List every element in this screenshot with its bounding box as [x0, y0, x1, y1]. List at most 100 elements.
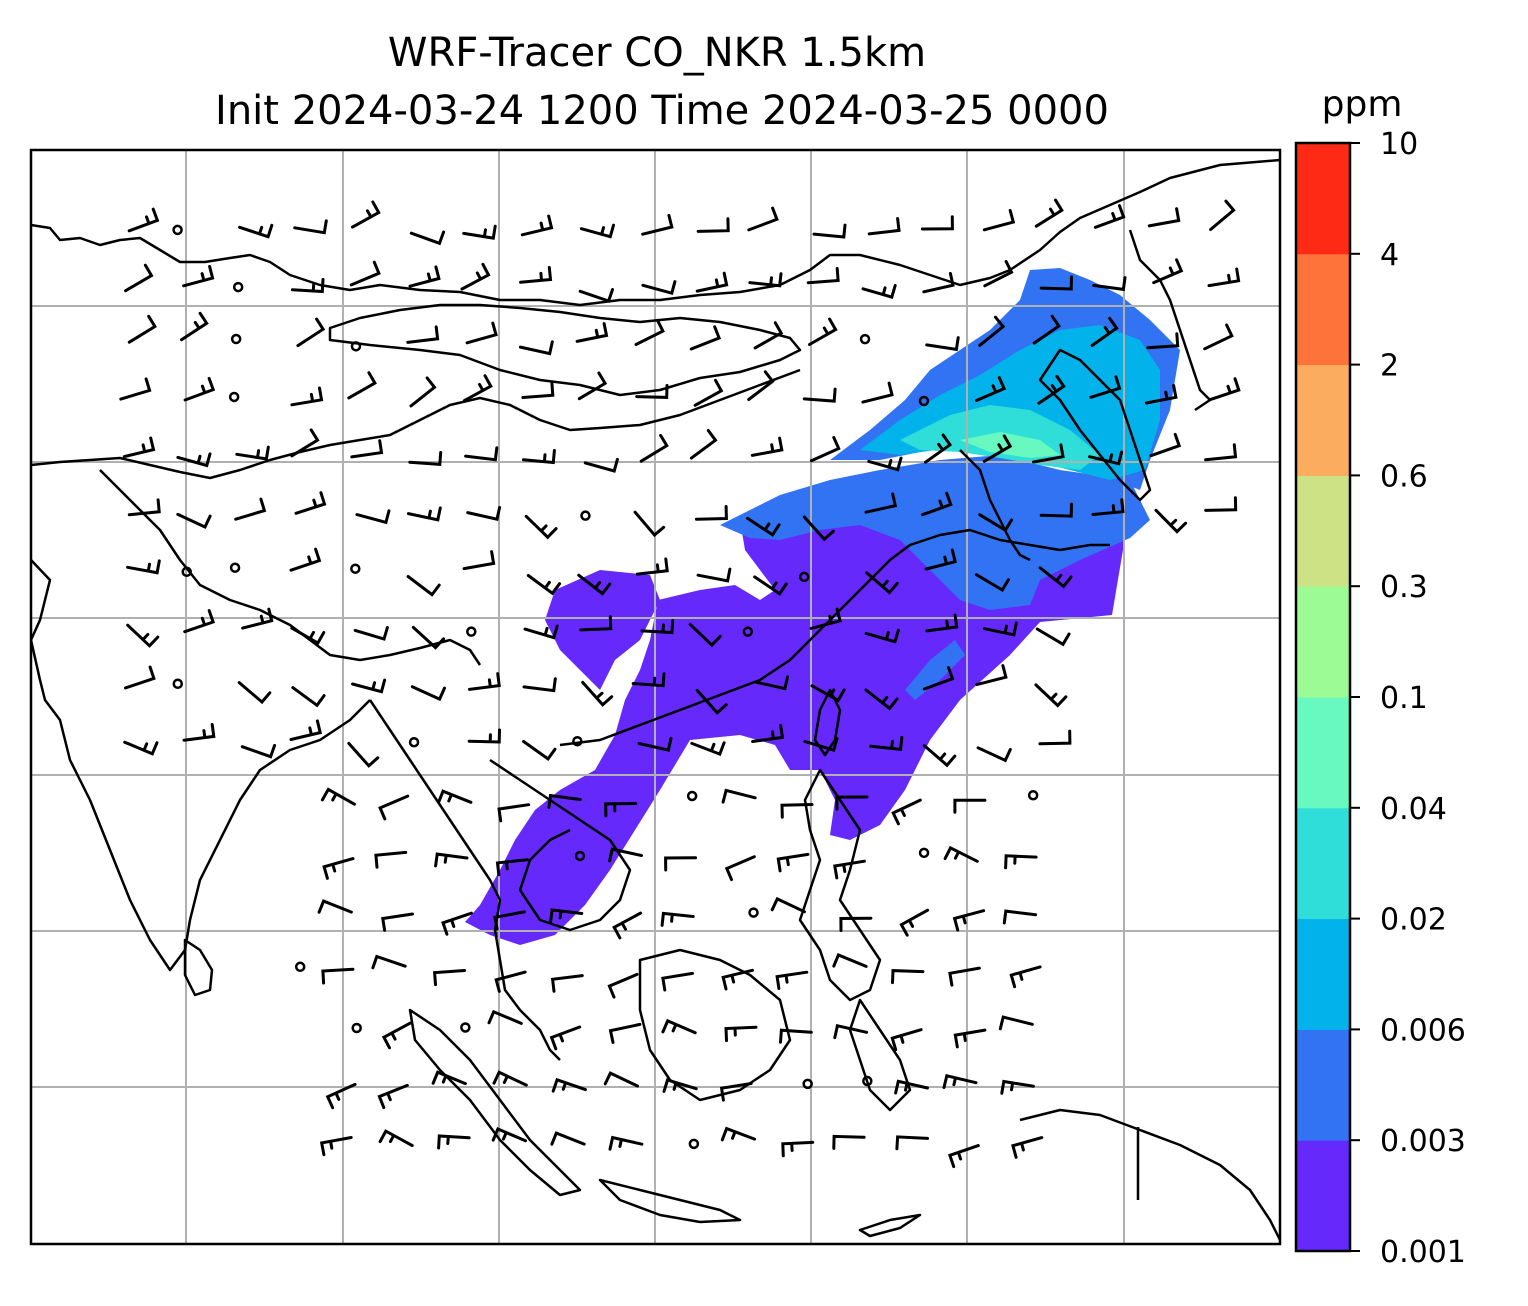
co-tracer-plume — [465, 268, 1180, 945]
wind-barb — [294, 491, 327, 515]
wind-barb — [921, 491, 953, 517]
wind-barb — [895, 1135, 929, 1151]
wind-barb — [976, 746, 1012, 763]
wind-barb — [1088, 450, 1123, 466]
wind-barb — [806, 267, 840, 285]
coastline-korea — [959, 449, 1031, 562]
wind-barb — [975, 376, 1007, 402]
wind-barb — [689, 325, 722, 351]
wind-barb — [608, 1022, 642, 1044]
wind-barb — [641, 280, 677, 296]
colorbar-swatch — [1296, 1029, 1350, 1141]
wind-barb — [492, 1070, 528, 1087]
wind-barb — [641, 213, 674, 236]
wind-barb — [890, 1028, 923, 1052]
wind-barb — [180, 311, 209, 342]
wind-barb — [775, 970, 809, 990]
wind-barb — [378, 794, 410, 821]
wind-barb — [661, 1018, 697, 1035]
colorbar-tick-label: 0.003 — [1380, 1124, 1466, 1159]
wind-barb — [835, 795, 869, 811]
colorbar-swatch — [1296, 253, 1350, 366]
wind-barb — [1204, 496, 1238, 512]
wind-barb — [747, 206, 779, 232]
wind-barb — [241, 607, 274, 630]
wind-barb — [891, 798, 922, 826]
map-gridlines — [31, 150, 1280, 1244]
wind-barb — [942, 1073, 978, 1089]
wind-barb — [322, 857, 355, 880]
wind-barb — [235, 445, 270, 461]
wind-barb — [608, 1135, 644, 1151]
wind-barb — [998, 1015, 1034, 1031]
wind-barb — [550, 974, 584, 993]
coastline-borneo — [638, 948, 792, 1102]
wind-barb — [462, 224, 497, 240]
coastline-timor — [858, 1213, 922, 1238]
wind-barb — [1038, 566, 1073, 589]
wind-barb — [549, 1025, 582, 1051]
wind-barb — [495, 858, 529, 877]
coastline-philippines — [798, 768, 882, 1002]
wind-barb — [466, 506, 502, 521]
wind-barb — [631, 672, 666, 688]
wind-barb — [183, 609, 216, 634]
wind-barb — [549, 908, 584, 924]
wind-barb — [1091, 498, 1125, 516]
wind-barb — [802, 387, 837, 403]
wind-barb — [925, 613, 959, 633]
wind-calm-circle — [232, 281, 244, 293]
wind-barb — [378, 1129, 414, 1147]
wind-barb — [410, 685, 446, 702]
colorbar-swatch — [1296, 918, 1350, 1030]
wind-calm-circle — [798, 571, 810, 583]
colorbar-tick-label: 0.3 — [1380, 570, 1428, 605]
wind-barb — [833, 1024, 869, 1040]
wind-barb — [494, 970, 527, 993]
wind-barb — [1144, 384, 1178, 405]
wind-barb — [953, 1028, 987, 1049]
wind-barb — [1208, 377, 1241, 402]
colorbar-tick-label: 4 — [1380, 238, 1399, 273]
border-mongolia — [328, 303, 802, 397]
wind-barb — [721, 788, 757, 804]
wind-calm-circle — [460, 1022, 471, 1033]
wind-barb — [633, 510, 666, 538]
wind-barb — [810, 684, 846, 703]
title-line-2: Init 2024-03-24 1200 Time 2024-03-25 000… — [215, 88, 1109, 134]
coastline-china-south — [559, 528, 1110, 747]
wind-barb — [1009, 965, 1042, 989]
wind-barb — [579, 223, 615, 239]
wind-barb — [1037, 374, 1066, 405]
wind-barb — [978, 315, 1006, 347]
wind-barb — [747, 370, 775, 401]
wind-calm-circle — [859, 333, 871, 345]
wind-barb — [176, 452, 212, 468]
wind-barb — [583, 457, 619, 473]
wind-barb — [635, 384, 669, 399]
wind-barb — [924, 433, 953, 464]
wind-barb — [409, 230, 446, 246]
coastline-mekong — [489, 758, 632, 932]
wind-barb — [464, 446, 499, 462]
wind-barb — [695, 688, 728, 715]
wind-barb — [803, 737, 839, 752]
wind-barb — [637, 736, 673, 752]
wind-barb — [351, 678, 387, 694]
plume-southwest-mid — [905, 640, 965, 700]
wind-barb — [754, 675, 789, 691]
wind-barb — [748, 272, 783, 288]
colorbar-swatch — [1296, 807, 1350, 920]
wind-barb — [349, 260, 381, 287]
wind-calm-circle — [742, 626, 754, 637]
colorbar-tick-label: 0.6 — [1380, 459, 1428, 494]
wind-barb — [127, 314, 157, 344]
wind-barb — [434, 852, 469, 868]
wind-barb — [351, 200, 381, 229]
wind-barb — [519, 266, 553, 284]
colorbar-units: ppm — [1322, 84, 1403, 125]
map-panel — [29, 148, 1282, 1246]
wind-barb — [127, 498, 161, 517]
wind-barb — [289, 547, 322, 572]
wind-barb — [724, 855, 756, 882]
